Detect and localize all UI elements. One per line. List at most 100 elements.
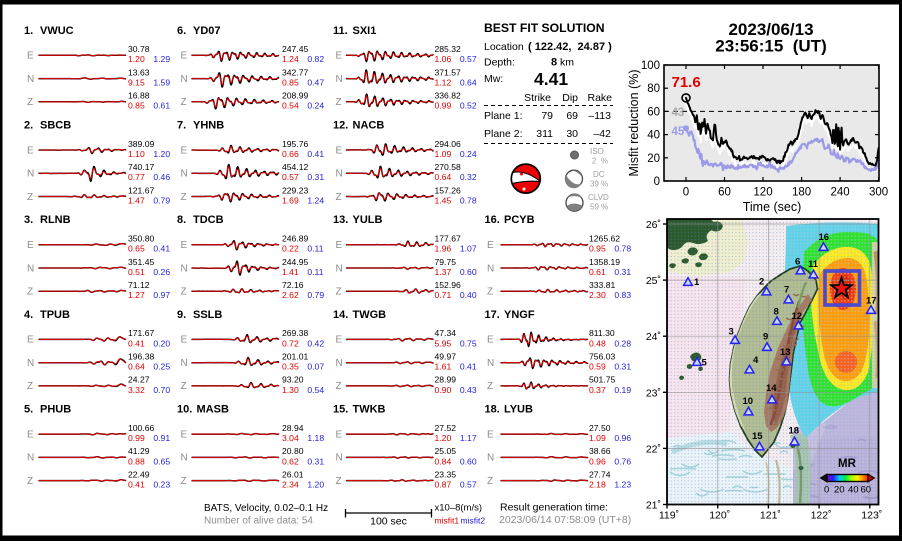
svg-text:8.: 8. [177, 214, 186, 226]
svg-text:0: 0 [683, 187, 689, 199]
svg-text:27.52: 27.52 [435, 423, 457, 433]
svg-text:40: 40 [647, 130, 660, 142]
svg-text:0.70: 0.70 [153, 385, 170, 395]
svg-text:100 sec: 100 sec [370, 516, 407, 528]
svg-text:Location: Location [484, 41, 524, 53]
svg-text:14: 14 [766, 383, 777, 394]
svg-text:350.80: 350.80 [128, 234, 155, 244]
svg-text:N: N [27, 453, 34, 464]
svg-text:N: N [27, 263, 34, 274]
svg-text:72.16: 72.16 [282, 280, 304, 290]
svg-text:N: N [336, 74, 343, 85]
svg-text:0.61: 0.61 [153, 101, 170, 111]
svg-text:244.95: 244.95 [282, 257, 309, 267]
svg-text:12: 12 [792, 311, 803, 322]
svg-text:PHUB: PHUB [40, 404, 71, 416]
svg-text:25.05: 25.05 [435, 446, 457, 456]
svg-text:8: 8 [774, 307, 779, 318]
svg-text:6: 6 [795, 257, 800, 268]
svg-text:9.: 9. [177, 309, 186, 321]
svg-text:0.65: 0.65 [128, 244, 145, 254]
svg-text:59 %: 59 % [590, 203, 608, 212]
svg-text:E: E [336, 51, 343, 62]
svg-text:38.66: 38.66 [589, 446, 611, 456]
svg-text:Number of alive data: 54: Number of alive data: 54 [204, 516, 313, 527]
svg-text:E: E [27, 429, 34, 440]
svg-text:1.10: 1.10 [128, 149, 145, 159]
svg-text:1.27: 1.27 [128, 290, 145, 300]
svg-text:0.59: 0.59 [589, 362, 606, 372]
svg-text:100: 100 [641, 60, 660, 72]
svg-text:15: 15 [752, 431, 763, 442]
svg-text:Rake: Rake [587, 92, 612, 104]
svg-text:122˚: 122˚ [811, 510, 832, 522]
svg-text:3.: 3. [24, 214, 33, 226]
svg-text:TWKB: TWKB [353, 404, 386, 416]
svg-text:43: 43 [672, 107, 685, 119]
svg-text:454.12: 454.12 [282, 162, 309, 172]
svg-text:0.57: 0.57 [282, 172, 299, 182]
svg-text:6.: 6. [177, 25, 186, 37]
svg-text:13.63: 13.63 [128, 67, 150, 77]
svg-text:N: N [181, 453, 188, 464]
svg-text:Z: Z [487, 476, 493, 487]
svg-text:0.40: 0.40 [460, 290, 477, 300]
svg-text:E: E [27, 145, 34, 156]
svg-text:0.31: 0.31 [307, 172, 324, 182]
svg-text:N: N [487, 263, 494, 274]
svg-text:18: 18 [789, 426, 800, 437]
svg-text:1.24: 1.24 [307, 195, 324, 205]
svg-text:0.95: 0.95 [589, 244, 606, 254]
svg-text:1.06: 1.06 [435, 54, 452, 64]
svg-text:4.41: 4.41 [534, 69, 568, 89]
svg-text:1358.19: 1358.19 [589, 257, 620, 267]
svg-text:( 122.42, 24.87 ): ( 122.42, 24.87 ) [528, 41, 612, 53]
svg-text:Z: Z [27, 97, 33, 108]
svg-text:23.35: 23.35 [435, 469, 457, 479]
svg-text:4: 4 [753, 355, 759, 366]
svg-text:1.18: 1.18 [307, 433, 324, 443]
svg-text:371.57: 371.57 [435, 67, 462, 77]
svg-text:285.32: 285.32 [435, 44, 462, 54]
svg-text:0.99: 0.99 [435, 101, 452, 111]
svg-text:3.04: 3.04 [282, 433, 299, 443]
svg-text:Z: Z [27, 381, 33, 392]
svg-text:0.28: 0.28 [614, 338, 631, 348]
svg-text:NACB: NACB [353, 120, 385, 132]
svg-text:15.: 15. [333, 404, 348, 416]
svg-text:0.66: 0.66 [282, 149, 299, 159]
svg-text:196.38: 196.38 [128, 352, 155, 362]
svg-text:0.31: 0.31 [614, 362, 631, 372]
svg-text:11: 11 [808, 259, 819, 270]
svg-text:TPUB: TPUB [40, 309, 70, 321]
svg-text:201.01: 201.01 [282, 352, 309, 362]
svg-text:Z: Z [181, 287, 187, 298]
svg-text:294.06: 294.06 [435, 139, 462, 149]
svg-text:756.03: 756.03 [589, 352, 616, 362]
svg-text:1.24: 1.24 [282, 54, 299, 64]
svg-text:LYUB: LYUB [504, 404, 533, 416]
svg-text:YNGF: YNGF [504, 309, 535, 321]
svg-text:18.: 18. [485, 404, 500, 416]
svg-text:Time (sec): Time (sec) [743, 200, 802, 214]
svg-text:79: 79 [541, 110, 553, 122]
svg-text:229.23: 229.23 [282, 185, 309, 195]
svg-text:0.42: 0.42 [307, 338, 324, 348]
svg-text:2.30: 2.30 [589, 290, 606, 300]
svg-text:0.64: 0.64 [128, 362, 145, 372]
svg-text:5.: 5. [24, 404, 33, 416]
svg-text:RLNB: RLNB [40, 214, 71, 226]
svg-text:0.85: 0.85 [128, 101, 145, 111]
svg-text:Z: Z [181, 476, 187, 487]
svg-text:0.31: 0.31 [307, 456, 324, 466]
svg-text:1.61: 1.61 [435, 362, 452, 372]
svg-text:1.17: 1.17 [460, 433, 477, 443]
svg-text:0.60: 0.60 [460, 456, 477, 466]
svg-text:0.48: 0.48 [589, 338, 606, 348]
svg-text:0.41: 0.41 [153, 244, 170, 254]
svg-text:10: 10 [743, 396, 754, 407]
svg-text:1.96: 1.96 [435, 244, 452, 254]
svg-text:N: N [27, 74, 34, 85]
svg-text:195.76: 195.76 [282, 139, 309, 149]
svg-text:100.66: 100.66 [128, 423, 155, 433]
